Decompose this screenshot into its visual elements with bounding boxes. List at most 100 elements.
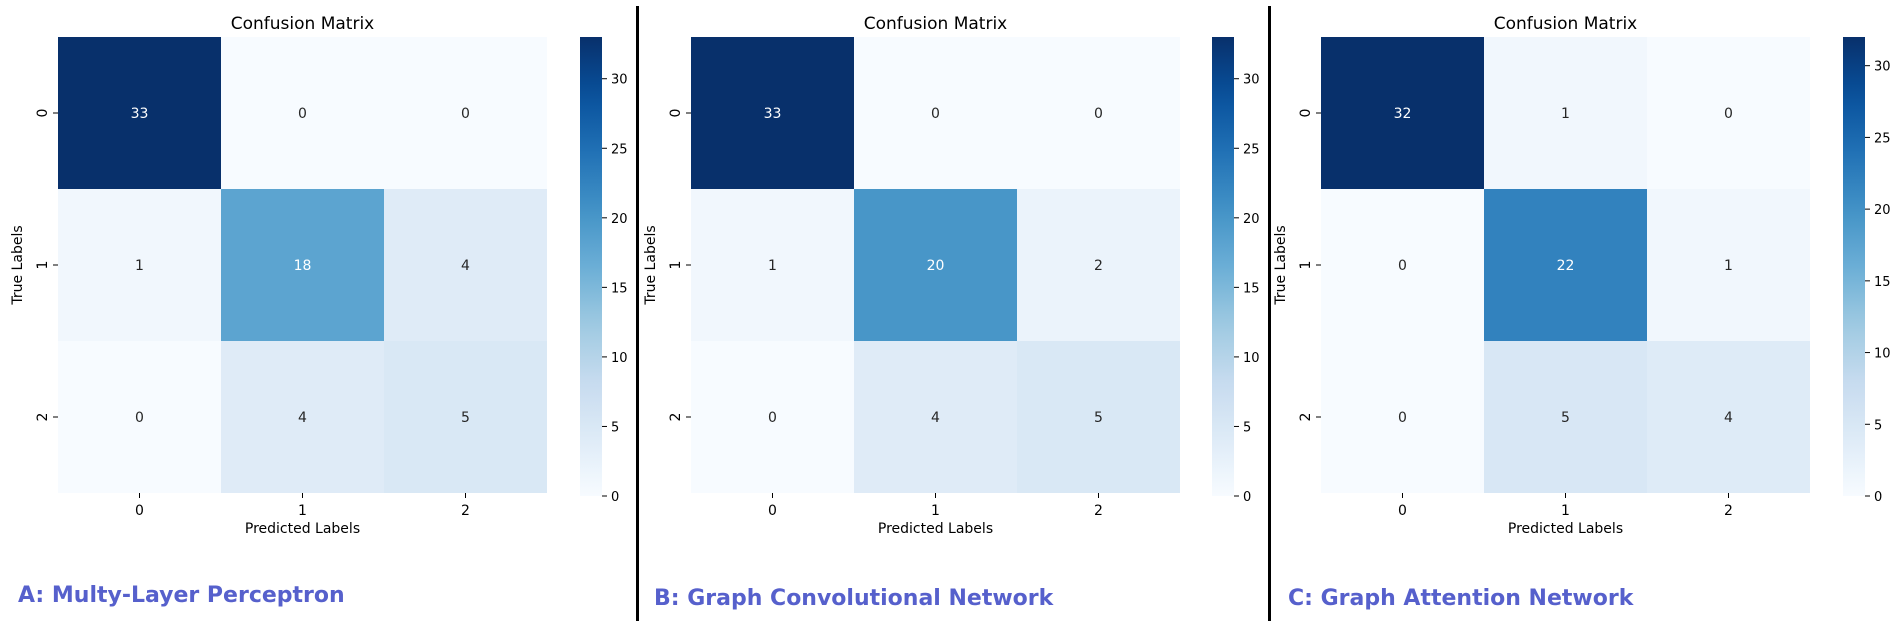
colorbar-tick-label: 10 (611, 351, 628, 366)
heatmap-cell-r1-c1 (854, 189, 1017, 341)
y-tick-label: 0 (668, 109, 684, 118)
x-axis-label: Predicted Labels (1508, 521, 1623, 537)
x-axis-label: Predicted Labels (878, 521, 993, 537)
y-tick-label: 2 (668, 413, 684, 422)
y-axis-label: True Labels (10, 225, 26, 305)
heatmap-cell-r1-c0 (1321, 189, 1484, 341)
panel-caption-a: A: Multy-Layer Perceptron (18, 583, 345, 608)
heatmap-cell-r1-c1 (221, 189, 384, 341)
colorbar-tick-label: 25 (1243, 142, 1260, 157)
heatmap-cell-r2-c1 (221, 341, 384, 493)
cell-value-label: 22 (1557, 258, 1575, 274)
cell-value-label: 5 (1561, 410, 1570, 426)
x-tick-label: 0 (768, 503, 777, 519)
cell-value-label: 2 (1094, 258, 1103, 274)
heatmap-cell-r0-c1 (1484, 37, 1647, 189)
heatmap-cell-r1-c2 (384, 189, 547, 341)
x-tick-label: 0 (1398, 503, 1407, 519)
y-axis-label: True Labels (643, 225, 659, 305)
heatmap-cell-r2-c0 (1321, 341, 1484, 493)
cell-value-label: 5 (1094, 410, 1103, 426)
cell-value-label: 32 (1394, 106, 1412, 122)
colorbar (580, 37, 602, 496)
cell-value-label: 4 (931, 410, 940, 426)
chart-title: Confusion Matrix (864, 14, 1008, 34)
cell-value-label: 20 (927, 258, 945, 274)
colorbar-tick-label: 25 (1874, 131, 1891, 146)
heatmap-cell-r2-c2 (384, 341, 547, 493)
colorbar-tick-label: 5 (611, 420, 619, 435)
colorbar-tick-label: 0 (1874, 490, 1882, 505)
heatmap-cell-r2-c1 (854, 341, 1017, 493)
y-tick-label: 1 (1298, 261, 1314, 270)
x-axis-label: Predicted Labels (245, 521, 360, 537)
heatmap-cell-r0-c0 (58, 37, 221, 189)
panel-caption-b: B: Graph Convolutional Network (654, 586, 1054, 611)
y-tick-label: 0 (35, 109, 51, 118)
heatmap-cell-r1-c0 (691, 189, 854, 341)
cell-value-label: 1 (135, 258, 144, 274)
colorbar-tick-label: 20 (1874, 203, 1891, 218)
colorbar-tick-label: 0 (1243, 490, 1251, 505)
heatmap-cell-r0-c0 (1321, 37, 1484, 189)
cell-value-label: 33 (764, 106, 782, 122)
colorbar-tick-label: 15 (611, 281, 628, 296)
chart-title: Confusion Matrix (1494, 14, 1638, 34)
colorbar (1843, 37, 1865, 496)
panel-caption-c: C: Graph Attention Network (1288, 586, 1634, 611)
colorbar-tick-label: 20 (1243, 212, 1260, 227)
panel-divider-1 (636, 6, 639, 621)
cell-value-label: 33 (131, 106, 149, 122)
x-tick-label: 1 (931, 503, 940, 519)
heatmap-cell-r0-c2 (384, 37, 547, 189)
heatmap-cell-r1-c2 (1017, 189, 1180, 341)
colorbar-tick-label: 5 (1874, 418, 1882, 433)
colorbar-tick-label: 15 (1243, 281, 1260, 296)
heatmap-cell-r0-c2 (1647, 37, 1810, 189)
cell-value-label: 4 (461, 258, 470, 274)
colorbar-tick-label: 10 (1874, 347, 1891, 362)
panel-divider-2 (1268, 6, 1271, 621)
x-tick-label: 0 (135, 503, 144, 519)
colorbar-tick-label: 0 (611, 490, 619, 505)
heatmap-cell-r2-c0 (691, 341, 854, 493)
x-tick-label: 2 (461, 503, 470, 519)
colorbar-tick-label: 30 (611, 73, 628, 88)
heatmap-cell-r2-c2 (1017, 341, 1180, 493)
cell-value-label: 4 (1724, 410, 1733, 426)
heatmap-cell-r1-c1 (1484, 189, 1647, 341)
heatmap-cell-r2-c1 (1484, 341, 1647, 493)
y-tick-label: 1 (668, 261, 684, 270)
x-tick-label: 1 (1561, 503, 1570, 519)
cell-value-label: 4 (298, 410, 307, 426)
heatmap-cell-r1-c0 (58, 189, 221, 341)
colorbar-tick-label: 30 (1874, 60, 1891, 75)
cell-value-label: 1 (1561, 106, 1570, 122)
heatmap-cell-r0-c1 (221, 37, 384, 189)
cell-value-label: 0 (135, 410, 144, 426)
colorbar-tick-label: 25 (611, 142, 628, 157)
heatmap-cell-r0-c2 (1017, 37, 1180, 189)
colorbar (1212, 37, 1234, 496)
colorbar-tick-label: 20 (611, 212, 628, 227)
x-tick-label: 2 (1724, 503, 1733, 519)
x-tick-label: 2 (1094, 503, 1103, 519)
cell-value-label: 0 (1094, 106, 1103, 122)
cell-value-label: 0 (1398, 258, 1407, 274)
colorbar-tick-label: 30 (1243, 73, 1260, 88)
heatmap-cell-r2-c2 (1647, 341, 1810, 493)
cell-value-label: 0 (768, 410, 777, 426)
y-tick-label: 2 (1298, 413, 1314, 422)
heatmap-cell-r0-c0 (691, 37, 854, 189)
colorbar-tick-label: 15 (1874, 275, 1891, 290)
y-tick-label: 1 (35, 261, 51, 270)
cell-value-label: 0 (1398, 410, 1407, 426)
cell-value-label: 0 (298, 106, 307, 122)
panel-1: Confusion Matrix 33 0 0 1 18 4 0 4 5 0 1 2 Predicted … (10, 14, 628, 537)
cell-value-label: 0 (461, 106, 470, 122)
chart-title: Confusion Matrix (231, 14, 375, 34)
cell-value-label: 5 (461, 410, 470, 426)
